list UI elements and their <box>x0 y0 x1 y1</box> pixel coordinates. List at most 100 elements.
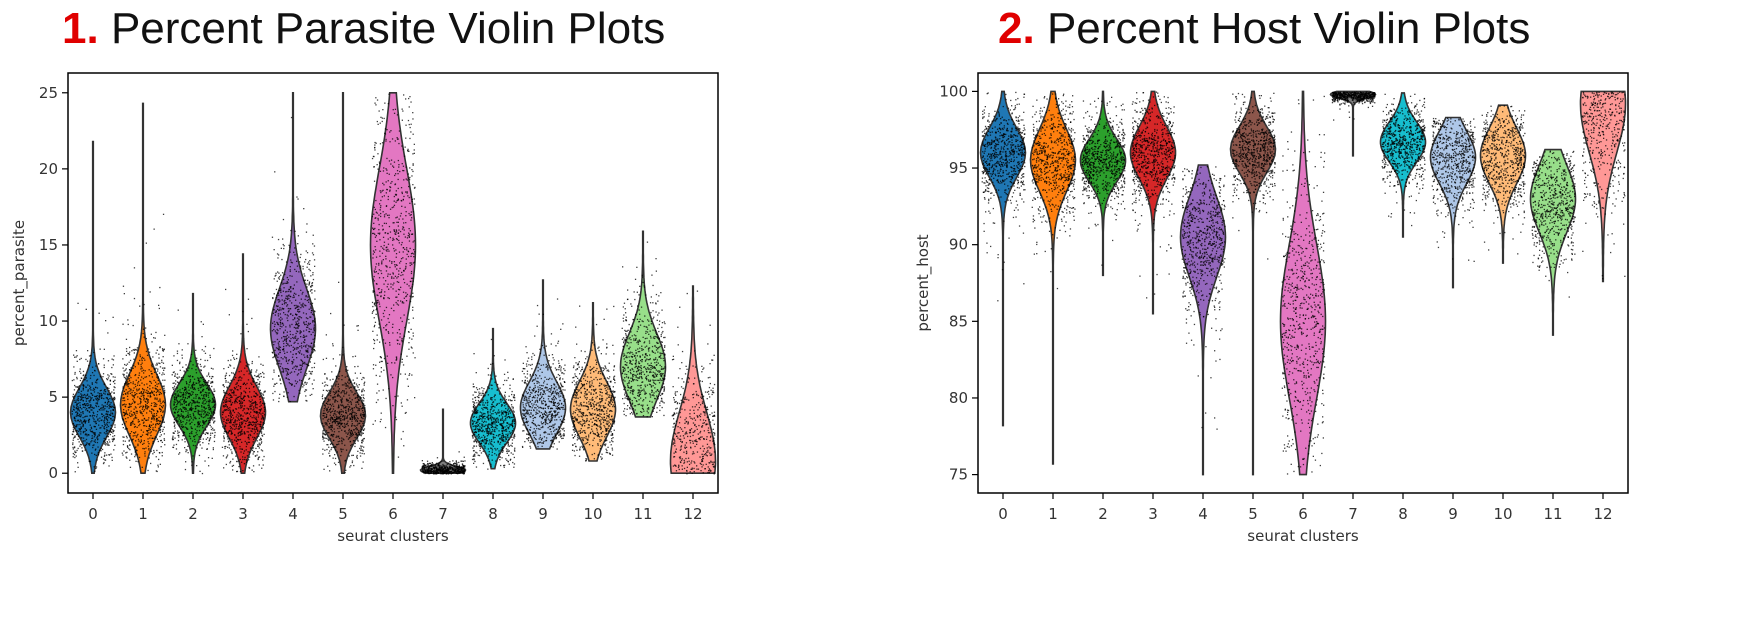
violin-points-2 <box>1081 96 1126 266</box>
violin-points-10 <box>1481 105 1526 255</box>
violin-points-1 <box>121 213 166 473</box>
violin-body-3 <box>219 253 267 474</box>
x-tick-label: 11 <box>1543 505 1562 523</box>
x-tick-label: 9 <box>1448 505 1458 523</box>
violin-points-7 <box>1331 91 1376 121</box>
y-ticks-2: 75 80 85 90 95 100 <box>939 82 978 484</box>
violin-body-12 <box>669 285 717 474</box>
violin-points-8 <box>471 338 516 470</box>
y-tick-label: 0 <box>48 464 58 482</box>
violin-points-12 <box>671 290 716 475</box>
x-tick-label: 3 <box>238 505 248 523</box>
violin-points-0 <box>981 91 1026 302</box>
violin-points-9 <box>521 298 566 450</box>
violin-body-10 <box>569 302 617 462</box>
violin-body-11 <box>619 230 667 418</box>
panel-title-text-1: Percent Parasite Violin Plots <box>110 4 666 53</box>
violins-1 <box>69 92 717 475</box>
violin-points-3 <box>221 288 266 473</box>
y-axis-label-1: percent_parasite <box>10 220 29 346</box>
violin-points-11 <box>1531 150 1576 298</box>
violin-body-6 <box>1279 90 1327 476</box>
y-tick-label: 10 <box>39 312 58 330</box>
x-tick-label: 9 <box>538 505 548 523</box>
y-tick-label: 90 <box>949 236 968 254</box>
x-tick-label: 7 <box>1348 505 1358 523</box>
x-tick-label: 5 <box>1248 505 1258 523</box>
y-tick-label: 20 <box>39 160 58 178</box>
y-tick-label: 75 <box>949 466 968 484</box>
x-tick-label: 6 <box>1298 505 1308 523</box>
x-tick-label: 0 <box>998 505 1008 523</box>
x-ticks-2: 0 1 2 3 4 5 6 7 8 9 10 11 12 <box>998 493 1613 523</box>
x-tick-label: 1 <box>1048 505 1058 523</box>
violin-points-8 <box>1381 93 1426 227</box>
y-tick-label: 85 <box>949 312 968 330</box>
violin-body-1 <box>1029 90 1077 465</box>
y-tick-label: 100 <box>939 82 968 100</box>
violin-body-12 <box>1579 90 1627 283</box>
y-tick-label: 25 <box>39 84 58 102</box>
violin-points-5 <box>1232 92 1276 260</box>
x-tick-label: 1 <box>138 505 148 523</box>
y-ticks-1: 0 5 10 15 20 25 <box>39 84 68 482</box>
violin-points-7 <box>421 451 466 475</box>
y-axis-label-2: percent_host <box>914 234 933 331</box>
x-tick-label: 4 <box>1198 505 1208 523</box>
x-tick-label: 3 <box>1148 505 1158 523</box>
violin-body-5 <box>319 92 367 474</box>
violin-body-0 <box>69 140 117 474</box>
x-tick-label: 4 <box>288 505 298 523</box>
violin-points-3 <box>1131 91 1176 299</box>
violin-points-11 <box>621 241 666 418</box>
violin-body-10 <box>1479 104 1527 264</box>
violins-2 <box>979 90 1627 476</box>
x-axis-label-1: seurat clusters <box>337 527 449 545</box>
violin-body-0 <box>979 90 1027 427</box>
violin-body-9 <box>1429 116 1477 289</box>
violin-points-6 <box>371 93 416 458</box>
violin-points-4 <box>1181 166 1226 430</box>
x-ticks-1: 0 1 2 3 4 5 6 7 8 9 10 11 12 <box>88 493 703 523</box>
x-tick-label: 8 <box>488 505 498 523</box>
violin-body-4 <box>1179 164 1227 476</box>
x-tick-label: 2 <box>1098 505 1108 523</box>
y-tick-label: 15 <box>39 236 58 254</box>
violin-points-4 <box>271 116 316 403</box>
y-tick-label: 80 <box>949 389 968 407</box>
violin-body-7 <box>419 408 467 474</box>
panel-title-2: 2. Percent Host Violin Plots <box>998 4 1530 54</box>
violin-points-5 <box>321 281 366 474</box>
violin-body-8 <box>1379 92 1427 238</box>
x-tick-label: 7 <box>438 505 448 523</box>
x-tick-label: 8 <box>1398 505 1408 523</box>
x-tick-label: 12 <box>683 505 702 523</box>
panel-title-1: 1. Percent Parasite Violin Plots <box>62 4 665 54</box>
x-axis-label-2: seurat clusters <box>1247 527 1359 545</box>
violin-body-5 <box>1229 90 1277 476</box>
x-tick-label: 10 <box>583 505 602 523</box>
x-tick-label: 2 <box>188 505 198 523</box>
violin-points-1 <box>1031 93 1076 290</box>
x-tick-label: 11 <box>633 505 652 523</box>
panel-number-2: 2. <box>998 4 1035 53</box>
violin-points-2 <box>171 309 216 475</box>
panel-title-text-2: Percent Host Violin Plots <box>1046 4 1531 53</box>
y-tick-label: 5 <box>48 388 58 406</box>
x-tick-label: 0 <box>88 505 98 523</box>
violin-points-0 <box>71 302 116 473</box>
violin-points-6 <box>1281 95 1326 475</box>
violin-points-10 <box>571 305 616 462</box>
panel-number-1: 1. <box>62 4 99 53</box>
violin-body-8 <box>469 327 517 470</box>
x-tick-label: 10 <box>1493 505 1512 523</box>
violin-body-7 <box>1329 90 1377 157</box>
x-tick-label: 5 <box>338 505 348 523</box>
violin-points-9 <box>1431 117 1476 262</box>
violin-points-12 <box>1581 91 1626 280</box>
x-tick-label: 6 <box>388 505 398 523</box>
y-tick-label: 95 <box>949 159 968 177</box>
violin-body-6 <box>369 92 417 474</box>
